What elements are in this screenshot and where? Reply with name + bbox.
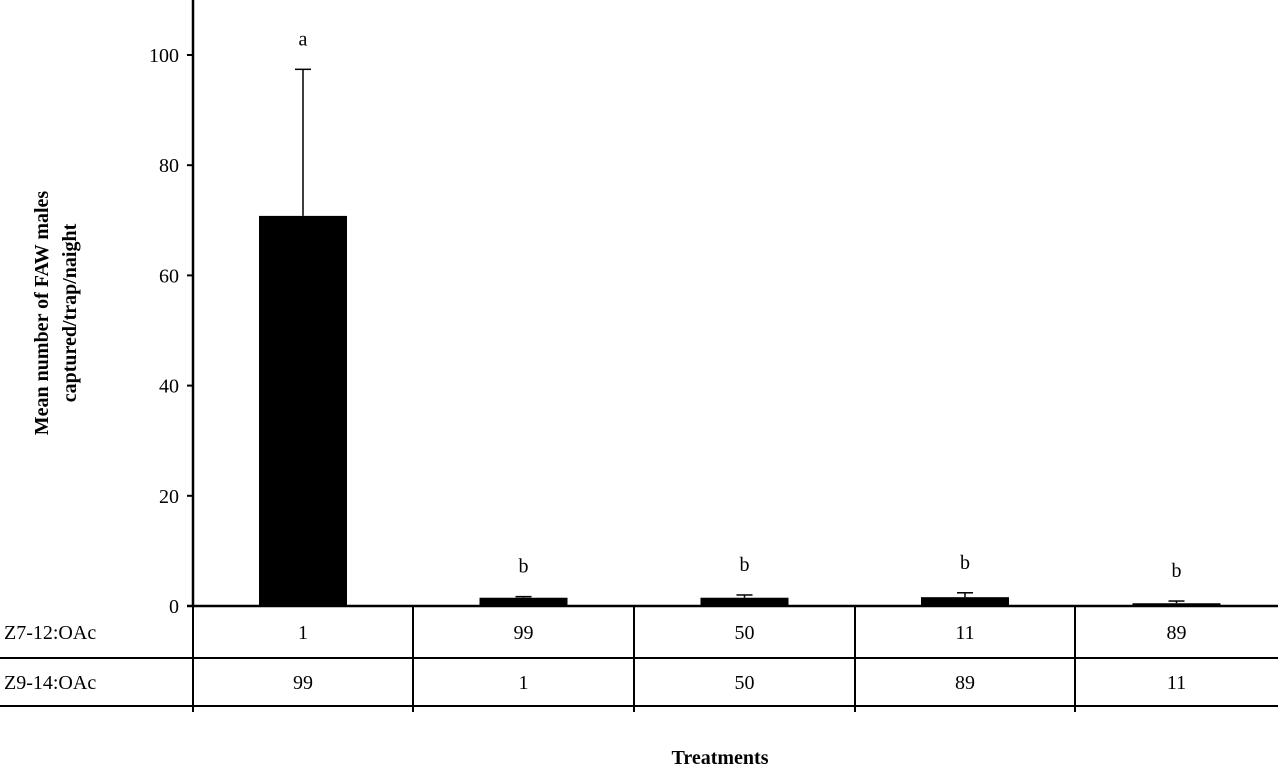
bar	[259, 215, 347, 606]
bar	[479, 597, 568, 606]
treatment-table: Z7-12:OAc 1 99 50 11 89 Z9-14:OAc 99 1 50 89 11	[0, 606, 1278, 712]
bar	[1132, 603, 1221, 606]
y-tick-label: 60	[159, 265, 179, 287]
table-cell: 11	[955, 622, 974, 644]
significance-letter: b	[960, 552, 970, 574]
y-tick-label: 40	[159, 376, 179, 398]
bar	[921, 597, 1009, 606]
table-row-label: Z9-14:OAc	[4, 672, 96, 694]
table-cell: 1	[519, 672, 529, 694]
significance-letter: a	[299, 28, 308, 50]
y-tick-label: 20	[159, 486, 179, 508]
table-cell: 89	[955, 672, 975, 694]
y-axis-label-line2: captured/trap/naight	[59, 223, 81, 402]
y-tick-label: 100	[149, 45, 179, 67]
table-cell: 89	[1167, 622, 1187, 644]
table-cell: 50	[735, 622, 755, 644]
significance-letter: b	[519, 556, 529, 578]
y-tick-label: 0	[169, 596, 179, 618]
table-row-label: Z7-12:OAc	[4, 622, 96, 644]
axes: 0 20 40 60 80 100	[149, 0, 1278, 618]
table-cell: 99	[514, 622, 534, 644]
y-axis-label-line1: Mean number of FAW males	[31, 191, 53, 436]
bars: a b b b b	[259, 28, 1221, 606]
y-tick-label: 80	[159, 155, 179, 177]
table-cell: 1	[298, 622, 308, 644]
table-cell: 99	[293, 672, 313, 694]
significance-letter: b	[740, 554, 750, 576]
table-cell: 50	[735, 672, 755, 694]
x-axis-label: Treatments	[671, 747, 768, 769]
significance-letter: b	[1172, 560, 1182, 582]
table-cell: 11	[1167, 672, 1186, 694]
bar	[700, 597, 789, 606]
